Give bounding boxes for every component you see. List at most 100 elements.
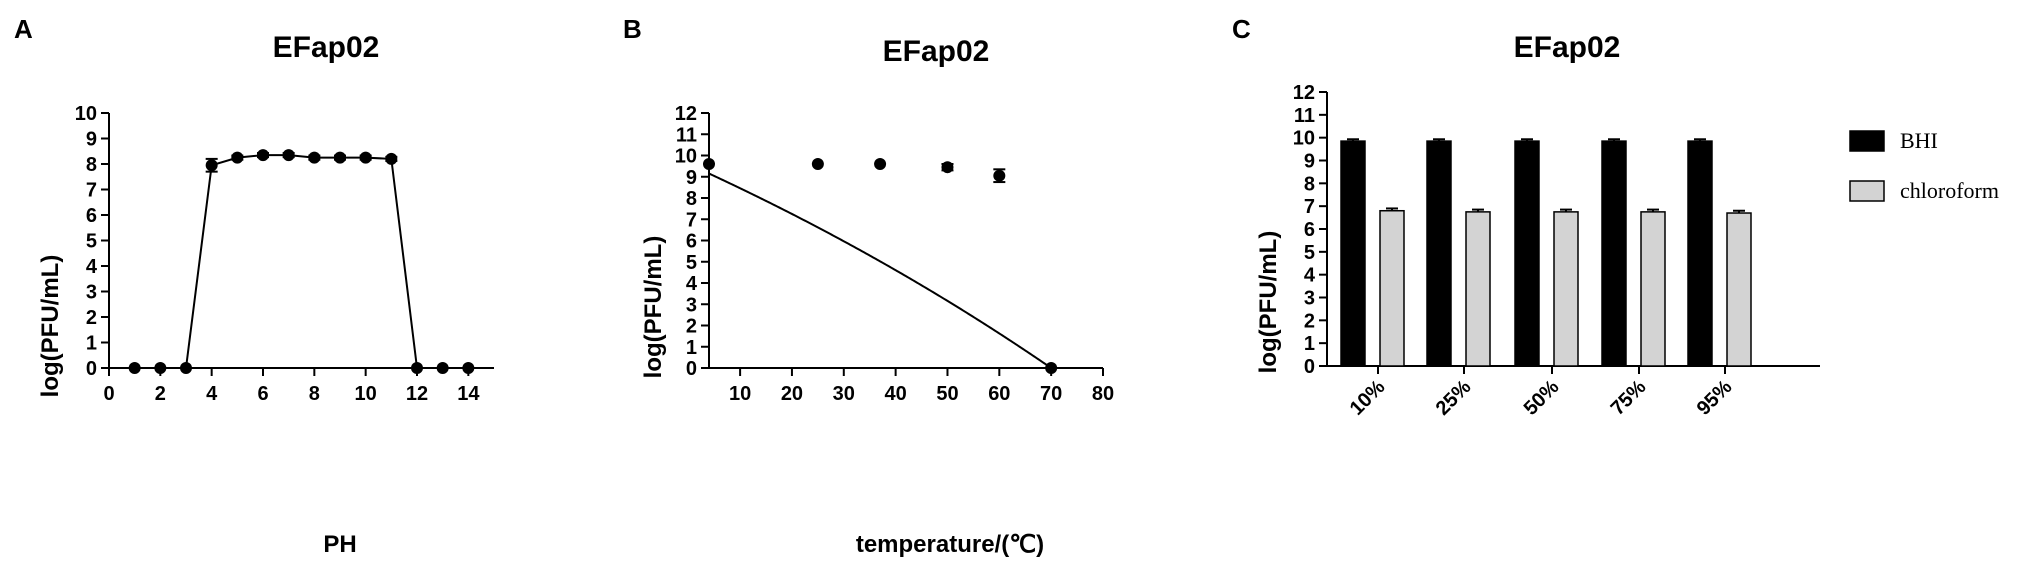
chart-c-xtick-label: 75% — [1607, 376, 1651, 420]
legend-label-bhi: BHI — [1900, 128, 1938, 153]
chart-c-bar-chloroform — [1553, 211, 1579, 367]
chart-a-point — [308, 151, 321, 164]
panel-letter-a: A — [14, 14, 33, 44]
chart-c-bar-chloroform — [1465, 211, 1491, 367]
chart-a-point — [154, 362, 167, 374]
legend-swatch-bhi — [1849, 130, 1885, 152]
chart-a-ytick-label: 1 — [86, 333, 97, 355]
chart-a-xlabel: PH — [323, 531, 356, 558]
chart-c-xtick-label: 10% — [1346, 376, 1390, 420]
chart-c-xtick-label: 25% — [1432, 376, 1476, 420]
chart-c-xtick-label: 95% — [1693, 376, 1737, 420]
chart-b-xlabel: temperature/(℃) — [856, 531, 1044, 558]
chart-b-ytick-label: 4 — [686, 273, 698, 295]
chart-a-ytick-label: 7 — [86, 180, 97, 202]
chart-a-point — [334, 151, 346, 164]
chart-b-ytick-label: 6 — [686, 231, 697, 253]
chart-c-bar-BHI — [1514, 140, 1540, 367]
legend-swatch-chloroform — [1849, 180, 1885, 202]
chart-a-xtick-label: 0 — [103, 383, 114, 405]
chart-a-point — [231, 151, 244, 164]
chart-b-ytick-label: 5 — [686, 252, 697, 274]
chart-b-fit-curve — [708, 172, 1052, 369]
chart-b-xtick-label: 50 — [936, 383, 958, 405]
chart-b-point — [874, 158, 887, 170]
chart-c-ytick-label: 3 — [1304, 288, 1315, 310]
chart-b-ytick-label: 11 — [676, 124, 697, 146]
chart-c-ytick-label: 10 — [1293, 128, 1315, 150]
chart-b-ytick-label: 3 — [686, 294, 697, 316]
chart-a-point — [257, 149, 269, 162]
chart-b-ytick-label: 12 — [675, 103, 697, 125]
chart-a-point — [282, 149, 295, 162]
chart-c-ytick-label: 12 — [1293, 82, 1315, 104]
chart-c-ytick-label: 0 — [1304, 356, 1315, 378]
panel-letter-b: B — [623, 14, 642, 44]
chart-b-xtick-label: 20 — [781, 383, 803, 405]
chart-c-bar-chloroform — [1726, 212, 1752, 367]
chart-a-xtick-label: 6 — [257, 383, 268, 405]
chart-c-bar-chloroform — [1379, 209, 1405, 367]
chart-c-ytick-label: 5 — [1304, 242, 1315, 264]
chart-c-bar-BHI — [1687, 140, 1713, 367]
chart-b-xtick-label: 10 — [729, 383, 751, 405]
chart-b-ytick-label: 2 — [686, 316, 697, 338]
panel-letter-c: C — [1232, 14, 1251, 44]
chart-a-ytick-label: 10 — [75, 103, 97, 125]
chart-a-point — [359, 151, 372, 164]
chart-b-ytick-label: 10 — [675, 146, 697, 168]
chart-c-ytick-label: 11 — [1294, 105, 1315, 127]
chart-c-ytick-label: 6 — [1304, 219, 1315, 241]
chart-a-xtick-label: 2 — [155, 383, 166, 405]
chart-b-xtick-label: 80 — [1092, 383, 1114, 405]
chart-b-ytick-label: 8 — [686, 188, 697, 210]
legend-label-chloroform: chloroform — [1900, 178, 1999, 203]
chart-c-legend: BHI chloroform — [1849, 128, 1999, 203]
chart-b-point — [993, 169, 1006, 182]
chart-b-ytick-label: 7 — [686, 209, 697, 231]
chart-c-ytick-label: 2 — [1304, 310, 1315, 332]
chart-b-xtick-label: 60 — [988, 383, 1010, 405]
chart-c-bar-BHI — [1340, 140, 1366, 367]
chart-a-ytick-label: 0 — [86, 358, 97, 380]
chart-c-ylabel: log(PFU/mL) — [1255, 231, 1282, 374]
chart-a-ytick-label: 2 — [86, 307, 97, 329]
chart-c-title: EFap02 — [1514, 31, 1621, 64]
chart-a-ylabel: log(PFU/mL) — [37, 255, 64, 398]
chart-b-ylabel: log(PFU/mL) — [640, 236, 667, 379]
chart-a-xtick-label: 8 — [309, 383, 320, 405]
chart-a-ytick-label: 6 — [86, 205, 97, 227]
chart-a-point — [436, 362, 449, 374]
chart-c-ytick-label: 9 — [1304, 151, 1315, 173]
chart-a-xtick-label: 10 — [355, 383, 377, 405]
chart-c-bar-BHI — [1426, 140, 1452, 367]
chart-c-xtick-label: 50% — [1520, 376, 1564, 420]
chart-c-ytick-label: 1 — [1304, 333, 1315, 355]
chart-c-bar-chloroform — [1640, 211, 1666, 367]
chart-c-ytick-label: 4 — [1304, 265, 1316, 287]
chart-a-title: EFap02 — [273, 31, 380, 64]
chart-b-point — [811, 158, 824, 170]
chart-b-xtick-label: 40 — [885, 383, 907, 405]
chart-b-ytick-label: 9 — [686, 167, 697, 189]
chart-a-ytick-label: 8 — [86, 154, 97, 176]
chart-a-point — [462, 362, 475, 374]
chart-b-point — [941, 161, 954, 174]
chart-a-xtick-label: 12 — [406, 383, 428, 405]
chart-a-point — [411, 362, 423, 374]
chart-c-ytick-label: 7 — [1304, 196, 1315, 218]
chart-a-ytick-label: 4 — [86, 256, 98, 278]
chart-b-xtick-label: 70 — [1040, 383, 1062, 405]
chart-a-ytick-label: 9 — [86, 129, 97, 151]
chart-a-point — [205, 159, 218, 172]
chart-a-series-line — [134, 154, 469, 369]
chart-a-xtick-label: 14 — [457, 383, 480, 405]
chart-c-bar-BHI — [1601, 140, 1627, 367]
chart-a-point — [128, 362, 141, 374]
chart-a-ytick-label: 5 — [86, 231, 97, 253]
chart-a-point — [180, 362, 192, 374]
